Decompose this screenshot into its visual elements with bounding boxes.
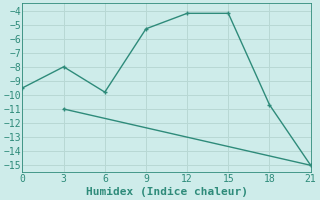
X-axis label: Humidex (Indice chaleur): Humidex (Indice chaleur)	[85, 186, 248, 197]
